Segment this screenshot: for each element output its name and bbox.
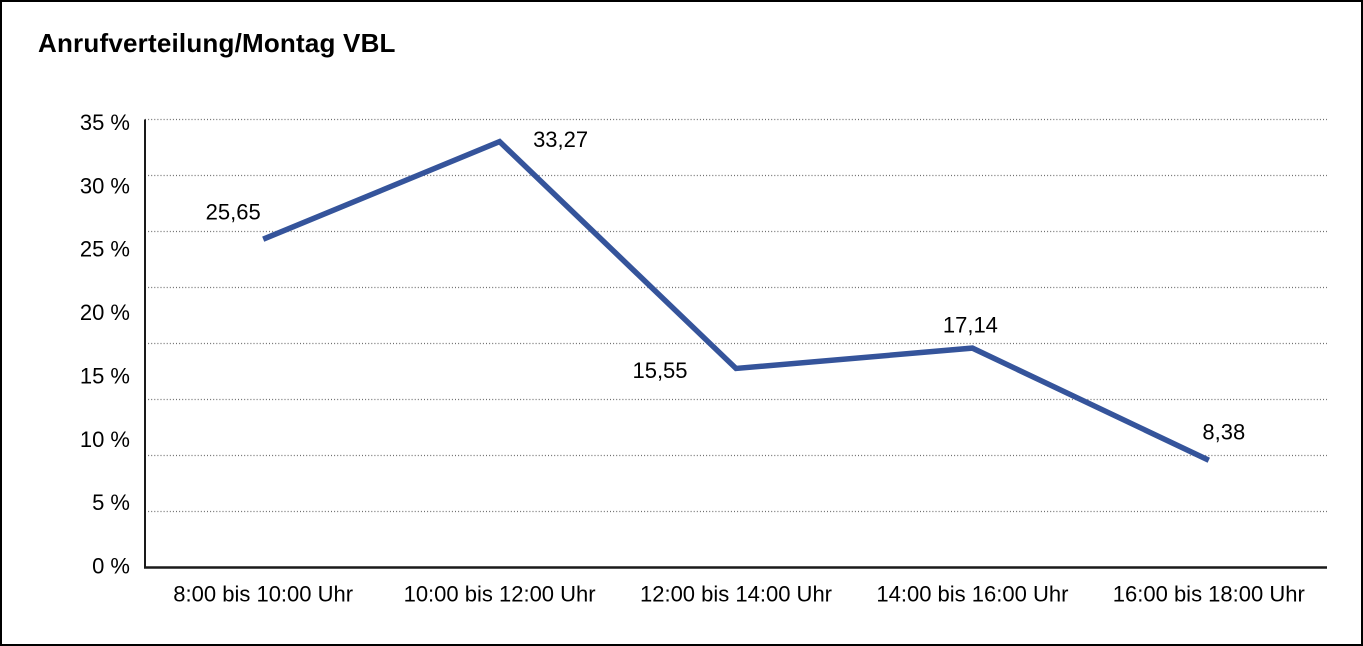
x-axis-tick-label: 12:00 bis 14:00 Uhr — [640, 582, 832, 607]
y-axis-tick-label: 30 % — [80, 173, 130, 198]
y-axis-tick-label: 35 % — [80, 110, 130, 135]
x-axis-tick-label: 16:00 bis 18:00 Uhr — [1113, 582, 1305, 607]
data-point-label: 17,14 — [943, 313, 998, 338]
y-axis-tick-label: 10 % — [80, 427, 130, 452]
y-axis-tick-label: 15 % — [80, 363, 130, 388]
data-point-label: 25,65 — [206, 200, 261, 225]
chart-title: Anrufverteilung/Montag VBL — [38, 28, 396, 58]
data-line — [262, 138, 1210, 463]
y-axis-tick-label: 25 % — [80, 237, 130, 262]
data-point-label: 15,55 — [632, 358, 687, 383]
y-axis-tick-label: 20 % — [80, 300, 130, 325]
data-point-label: 8,38 — [1202, 420, 1245, 445]
data-point-label: 33,27 — [533, 127, 588, 152]
x-axis-tick-label: 14:00 bis 16:00 Uhr — [876, 582, 1068, 607]
y-axis-tick-label: 5 % — [92, 490, 130, 515]
x-axis-tick-label: 10:00 bis 12:00 Uhr — [404, 582, 596, 607]
y-axis-tick-label: 0 % — [92, 554, 130, 579]
x-axis-tick-label: 8:00 bis 10:00 Uhr — [173, 582, 353, 607]
